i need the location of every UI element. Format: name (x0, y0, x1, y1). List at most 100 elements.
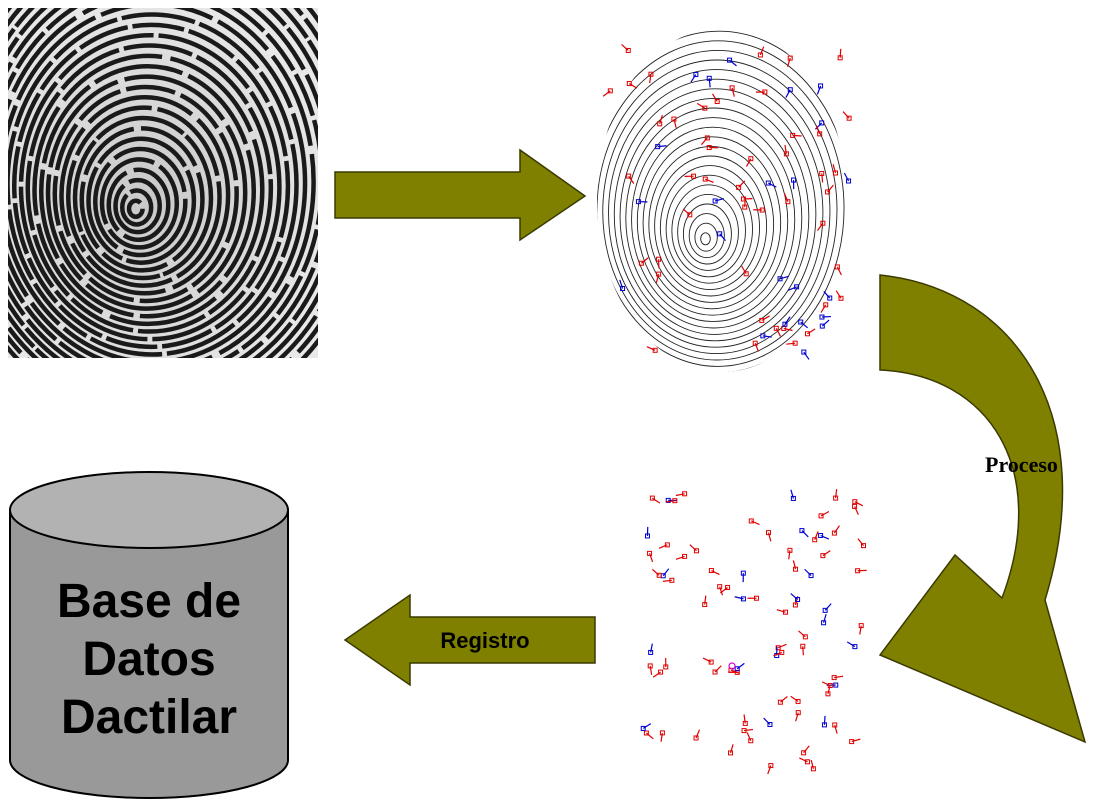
minutia-tail (645, 732, 654, 740)
minutia-tail (759, 46, 765, 56)
minutia (656, 256, 662, 262)
ridge-line (636, 126, 789, 316)
minutia-tail (696, 102, 706, 109)
ridge-line (597, 28, 847, 372)
minutia-tail (846, 641, 856, 648)
minutia (753, 595, 759, 601)
minutia (804, 331, 810, 337)
minutia-tail (807, 328, 816, 335)
database-top (9, 471, 289, 549)
minutia-tail (843, 172, 850, 182)
ridge-line (631, 117, 796, 323)
ridge (25, 43, 274, 334)
minutia-tail (682, 208, 691, 216)
ridge-line (682, 203, 732, 265)
ridge (39, 64, 256, 319)
minutia-tail (761, 315, 770, 321)
minutia-tail (835, 290, 842, 299)
minutia-tail (835, 489, 838, 499)
minutia-tail (768, 182, 777, 188)
minutia-tail (854, 506, 859, 515)
minutia-tail (820, 304, 827, 313)
ridge (126, 198, 145, 220)
ridge-line (671, 184, 746, 278)
ridge-line (597, 59, 838, 361)
minutia-tail (820, 510, 830, 517)
minutia-tail (784, 316, 791, 325)
minutia (831, 530, 837, 536)
minutia-tail (790, 695, 799, 702)
minutia-tail (820, 534, 830, 540)
minutia-tail (711, 93, 718, 102)
minutia (760, 333, 766, 339)
minutia (819, 120, 825, 126)
minutia (777, 699, 783, 705)
minutia-tail (621, 44, 629, 51)
minutia-tail (746, 732, 752, 741)
minutia (740, 570, 746, 576)
minutia-tail (641, 257, 649, 264)
minutia (818, 83, 824, 89)
database-label: Datos (82, 633, 215, 686)
minutia-tail (652, 671, 661, 678)
minutia (795, 596, 801, 602)
minutia-tail (790, 593, 798, 600)
minutia (793, 566, 799, 572)
minutia (743, 271, 749, 277)
minutia (852, 503, 858, 509)
minutia-tail (741, 265, 747, 275)
minutia-tail (815, 125, 821, 135)
minutia (762, 89, 768, 95)
minutia-tail (736, 662, 745, 670)
ridge-line (694, 222, 718, 252)
minutia (837, 55, 843, 61)
minutia (664, 542, 670, 548)
ridge-line (688, 213, 725, 259)
minutia-tail (799, 757, 808, 763)
ridge (18, 32, 282, 342)
minutia (792, 602, 798, 608)
minutia-tail (814, 122, 823, 130)
minutia (838, 295, 844, 301)
minutia (656, 271, 662, 277)
minutia-tail (821, 173, 824, 183)
minutia-tail (762, 335, 772, 338)
minutia-tail (675, 493, 685, 497)
ridge-line (613, 88, 817, 342)
minutia (773, 325, 779, 331)
minutia (787, 87, 793, 93)
minutia (659, 730, 665, 736)
minutia (655, 144, 661, 150)
minutia (626, 81, 632, 87)
minutia (765, 530, 771, 536)
minutia (834, 264, 840, 270)
minutia-tail (803, 351, 810, 360)
minutia (648, 71, 654, 77)
ridge (79, 126, 205, 273)
minutia (818, 532, 824, 538)
minutia-tail (790, 489, 794, 499)
ridge (52, 84, 239, 304)
ridge-line (659, 165, 761, 291)
arrow-right (334, 148, 587, 242)
minutia (669, 577, 675, 583)
minutia (822, 607, 828, 613)
minutia-tail (833, 525, 840, 534)
ridge-line (700, 232, 711, 246)
minutia (855, 568, 861, 574)
minutia-tail (743, 728, 754, 732)
minutia-tail (652, 497, 661, 504)
minutia (804, 759, 810, 765)
minutia-tail (834, 675, 844, 679)
process-label: Proceso (985, 452, 1058, 477)
minutia (740, 596, 746, 602)
minutia (812, 537, 818, 543)
minutia (647, 550, 653, 556)
minutia (818, 513, 824, 519)
core (728, 662, 736, 670)
minutia (704, 135, 710, 141)
ridge-line (608, 78, 824, 348)
minutia (663, 664, 669, 670)
minutia-tail (859, 625, 862, 635)
